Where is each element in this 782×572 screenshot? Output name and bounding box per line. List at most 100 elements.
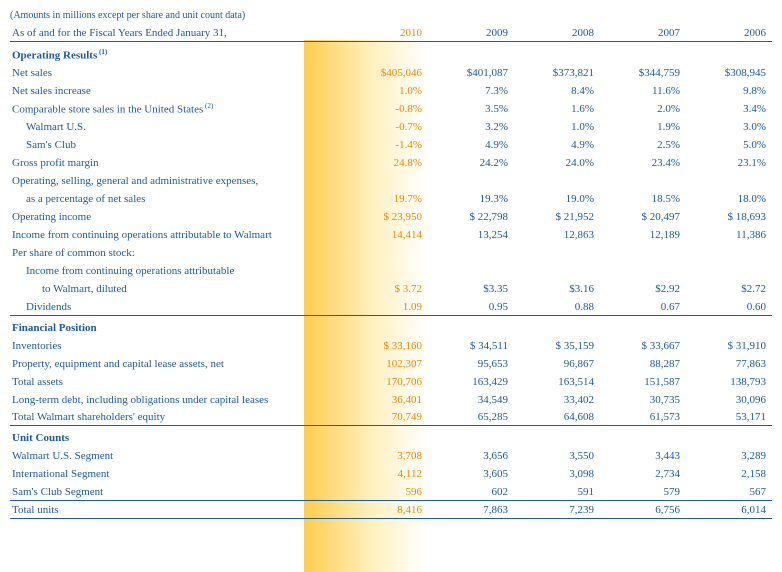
amounts-note: (Amounts in millions except per share an… — [10, 10, 772, 21]
table-row: Long-term debt, including obligations un… — [10, 390, 772, 408]
value-cell: $ 34,511 — [428, 336, 514, 354]
value-cell: 61,573 — [600, 408, 686, 426]
value-cell — [600, 171, 686, 189]
row-label: Dividends — [10, 297, 342, 315]
value-cell: 3,550 — [514, 446, 600, 464]
value-2010: $ 3.72 — [342, 279, 428, 297]
value-cell: 95,653 — [428, 354, 514, 372]
value-cell: 11.6% — [600, 81, 686, 99]
row-label: Sam's Club — [10, 135, 342, 153]
value-2010 — [342, 261, 428, 279]
row-label: Total assets — [10, 372, 342, 390]
value-cell: 19.0% — [514, 189, 600, 207]
value-cell: 163,429 — [428, 372, 514, 390]
table-row: Comparable store sales in the United Sta… — [10, 99, 772, 117]
col-year-1: 2009 — [428, 23, 514, 41]
financial-table: As of and for the Fiscal Years Ended Jan… — [10, 23, 772, 519]
value-cell — [600, 261, 686, 279]
table-row: Gross profit margin24.8%24.2%24.0%23.4%2… — [10, 153, 772, 171]
value-2010: 3,708 — [342, 446, 428, 464]
table-row: Walmart U.S.-0.7%3.2%1.0%1.9%3.0% — [10, 117, 772, 135]
value-cell: 18.0% — [686, 189, 772, 207]
row-label: Total units — [10, 500, 342, 518]
value-cell: 151,587 — [600, 372, 686, 390]
value-cell: 2,734 — [600, 464, 686, 482]
value-cell: 4.9% — [514, 135, 600, 153]
value-cell — [686, 261, 772, 279]
value-2010: 1.0% — [342, 81, 428, 99]
table-row: Income from continuing operations attrib… — [10, 225, 772, 243]
value-cell: 65,285 — [428, 408, 514, 426]
value-2010: 14,414 — [342, 225, 428, 243]
value-cell: 23.1% — [686, 153, 772, 171]
header-row: As of and for the Fiscal Years Ended Jan… — [10, 23, 772, 41]
value-cell: 3,605 — [428, 464, 514, 482]
table-row: Total units8,4167,8637,2396,7566,014 — [10, 500, 772, 518]
row-label: Operating, selling, general and administ… — [10, 171, 342, 189]
value-cell: 7,239 — [514, 500, 600, 518]
value-cell: 3.2% — [428, 117, 514, 135]
value-cell: 1.6% — [514, 99, 600, 117]
col-year-0: 2010 — [342, 23, 428, 41]
value-cell: 96,867 — [514, 354, 600, 372]
section-header: Operating Results (1) — [10, 41, 772, 63]
value-2010: 8,416 — [342, 500, 428, 518]
value-cell — [686, 171, 772, 189]
section-header: Financial Position — [10, 315, 772, 336]
value-cell: 34,549 — [428, 390, 514, 408]
value-cell: $373,821 — [514, 63, 600, 81]
section-title: Operating Results (1) — [10, 41, 772, 63]
row-label: Walmart U.S. — [10, 117, 342, 135]
value-cell — [428, 171, 514, 189]
table-row: International Segment4,1123,6053,0982,73… — [10, 464, 772, 482]
value-cell: 3,656 — [428, 446, 514, 464]
value-2010: -0.8% — [342, 99, 428, 117]
value-cell: 0.67 — [600, 297, 686, 315]
value-cell — [600, 243, 686, 261]
value-cell — [428, 261, 514, 279]
row-label: Gross profit margin — [10, 153, 342, 171]
table-row: Walmart U.S. Segment3,7083,6563,5503,443… — [10, 446, 772, 464]
table-row: Net sales increase1.0%7.3%8.4%11.6%9.8% — [10, 81, 772, 99]
value-cell: 2.5% — [600, 135, 686, 153]
value-cell: 0.60 — [686, 297, 772, 315]
value-2010: 19.7% — [342, 189, 428, 207]
value-cell — [514, 261, 600, 279]
section-title: Unit Counts — [10, 426, 772, 447]
value-cell: 0.88 — [514, 297, 600, 315]
value-cell: 0.95 — [428, 297, 514, 315]
value-cell: $3.35 — [428, 279, 514, 297]
table-row: Total assets170,706163,429163,514151,587… — [10, 372, 772, 390]
row-label: Total Walmart shareholders' equity — [10, 408, 342, 426]
value-cell: 11,386 — [686, 225, 772, 243]
value-cell: 3.4% — [686, 99, 772, 117]
value-2010: $ 23,950 — [342, 207, 428, 225]
value-cell: 30,735 — [600, 390, 686, 408]
value-2010: -1.4% — [342, 135, 428, 153]
row-label: Operating income — [10, 207, 342, 225]
footnote-marker: (2) — [203, 102, 213, 110]
table-row: Sam's Club-1.4%4.9%4.9%2.5%5.0% — [10, 135, 772, 153]
table-row: Operating income$ 23,950$ 22,798$ 21,952… — [10, 207, 772, 225]
value-cell — [428, 243, 514, 261]
value-cell: $ 31,910 — [686, 336, 772, 354]
value-cell: $2.92 — [600, 279, 686, 297]
value-cell: 4.9% — [428, 135, 514, 153]
table-row: Property, equipment and capital lease as… — [10, 354, 772, 372]
value-cell: 567 — [686, 482, 772, 500]
value-cell: 6,014 — [686, 500, 772, 518]
row-label: Inventories — [10, 336, 342, 354]
value-2010: 70,749 — [342, 408, 428, 426]
value-2010 — [342, 171, 428, 189]
table-row: Sam's Club Segment596602591579567 — [10, 482, 772, 500]
row-label: Net sales increase — [10, 81, 342, 99]
table-row: Per share of common stock: — [10, 243, 772, 261]
value-cell: 19.3% — [428, 189, 514, 207]
value-2010: $405,046 — [342, 63, 428, 81]
value-cell: 163,514 — [514, 372, 600, 390]
value-cell: $344,759 — [600, 63, 686, 81]
table-row: Dividends1.090.950.880.670.60 — [10, 297, 772, 315]
value-cell: 9.8% — [686, 81, 772, 99]
value-cell: 7.3% — [428, 81, 514, 99]
row-label: Comparable store sales in the United Sta… — [10, 99, 342, 117]
